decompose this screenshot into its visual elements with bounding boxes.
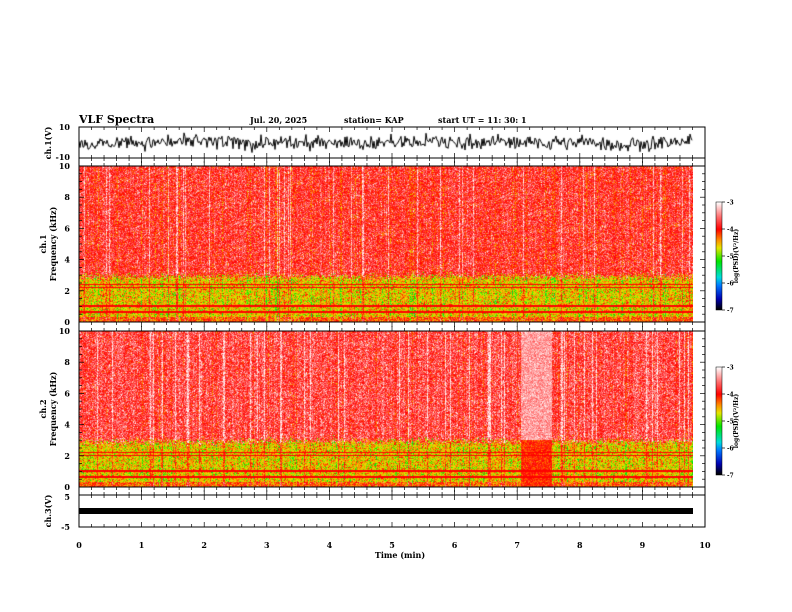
ch1-ytick-bottom: -10 (56, 152, 71, 162)
colorbar-2-frame (715, 366, 723, 476)
spec2-ylabel-freq: Frequency (kHz) (48, 371, 58, 446)
colorbar-tick-label: -7 (727, 308, 734, 315)
freq-tick-label: 6 (64, 223, 70, 233)
ch1-ylabel: ch.1(V) (43, 126, 53, 159)
freq-tick-label: 4 (64, 420, 70, 430)
ch2-spectrogram-image (79, 331, 693, 487)
freq-tick-label: 6 (64, 388, 70, 398)
ch3-ytick-top: 5 (64, 492, 70, 502)
colorbar-1-frame (715, 201, 723, 311)
freq-tick-label: 10 (59, 326, 71, 336)
freq-tick-label: 2 (64, 451, 70, 461)
x-tick-label: 1 (139, 540, 145, 550)
date-label: Jul. 20, 2025 (249, 115, 307, 125)
freq-tick-label: 4 (64, 255, 70, 265)
ch1-ytick-top: 10 (59, 122, 71, 132)
colorbar-1-label: log(PSD)(V²/Hz) (733, 229, 740, 284)
x-tick-label: 5 (389, 540, 395, 550)
x-tick-label: 0 (76, 540, 82, 550)
colorbar-tick-label: -7 (727, 473, 734, 480)
freq-tick-label: 0 (64, 482, 70, 492)
x-tick-label: 2 (201, 540, 207, 550)
freq-tick-label: 2 (64, 286, 70, 296)
colorbar-tick-label: -3 (727, 200, 734, 207)
spec2-ylabel-ch: ch.2 (38, 399, 48, 418)
start-time-label: start UT = 11: 30: 1 (438, 115, 527, 125)
colorbar-tick-label: -4 (727, 392, 734, 399)
ch3-waveform-trace (79, 508, 693, 514)
x-tick-label: 10 (699, 540, 711, 550)
spec1-ylabel-freq: Frequency (kHz) (48, 206, 58, 281)
colorbar-tick-label: -4 (727, 227, 734, 234)
ch3-ytick-bottom: -5 (61, 522, 70, 532)
x-tick-label: 9 (640, 540, 646, 550)
freq-tick-label: 10 (59, 161, 71, 171)
colorbar-tick-label: -3 (727, 365, 734, 372)
ch3-ylabel: ch.3(V) (43, 494, 53, 527)
freq-tick-label: 8 (64, 192, 70, 202)
x-tick-label: 4 (327, 540, 333, 550)
colorbar-2-label: log(PSD)(V²/Hz) (733, 394, 740, 449)
colorbar-tick-label: -6 (727, 446, 734, 453)
spec2-frame (78, 330, 706, 488)
x-tick-label: 8 (577, 540, 583, 550)
colorbar-tick-label: -5 (727, 254, 734, 261)
x-tick-label: 7 (514, 540, 520, 550)
colorbar-2-gradient (716, 367, 722, 475)
colorbar-tick-label: -5 (727, 419, 734, 426)
ch1-spectrogram-image (79, 166, 693, 322)
x-axis-label: Time (min) (375, 550, 425, 560)
spec1-ylabel-ch: ch.1 (38, 234, 48, 253)
freq-tick-label: 0 (64, 317, 70, 327)
colorbar-tick-label: -6 (727, 281, 734, 288)
station-label: station= KAP (344, 115, 404, 125)
x-tick-label: 6 (452, 540, 458, 550)
freq-tick-label: 8 (64, 357, 70, 367)
spec1-frame (78, 165, 706, 323)
x-tick-label: 3 (264, 540, 270, 550)
ch1-waveform-trace (79, 127, 705, 158)
figure-title: VLF Spectra (78, 113, 154, 126)
colorbar-1-gradient (716, 202, 722, 310)
